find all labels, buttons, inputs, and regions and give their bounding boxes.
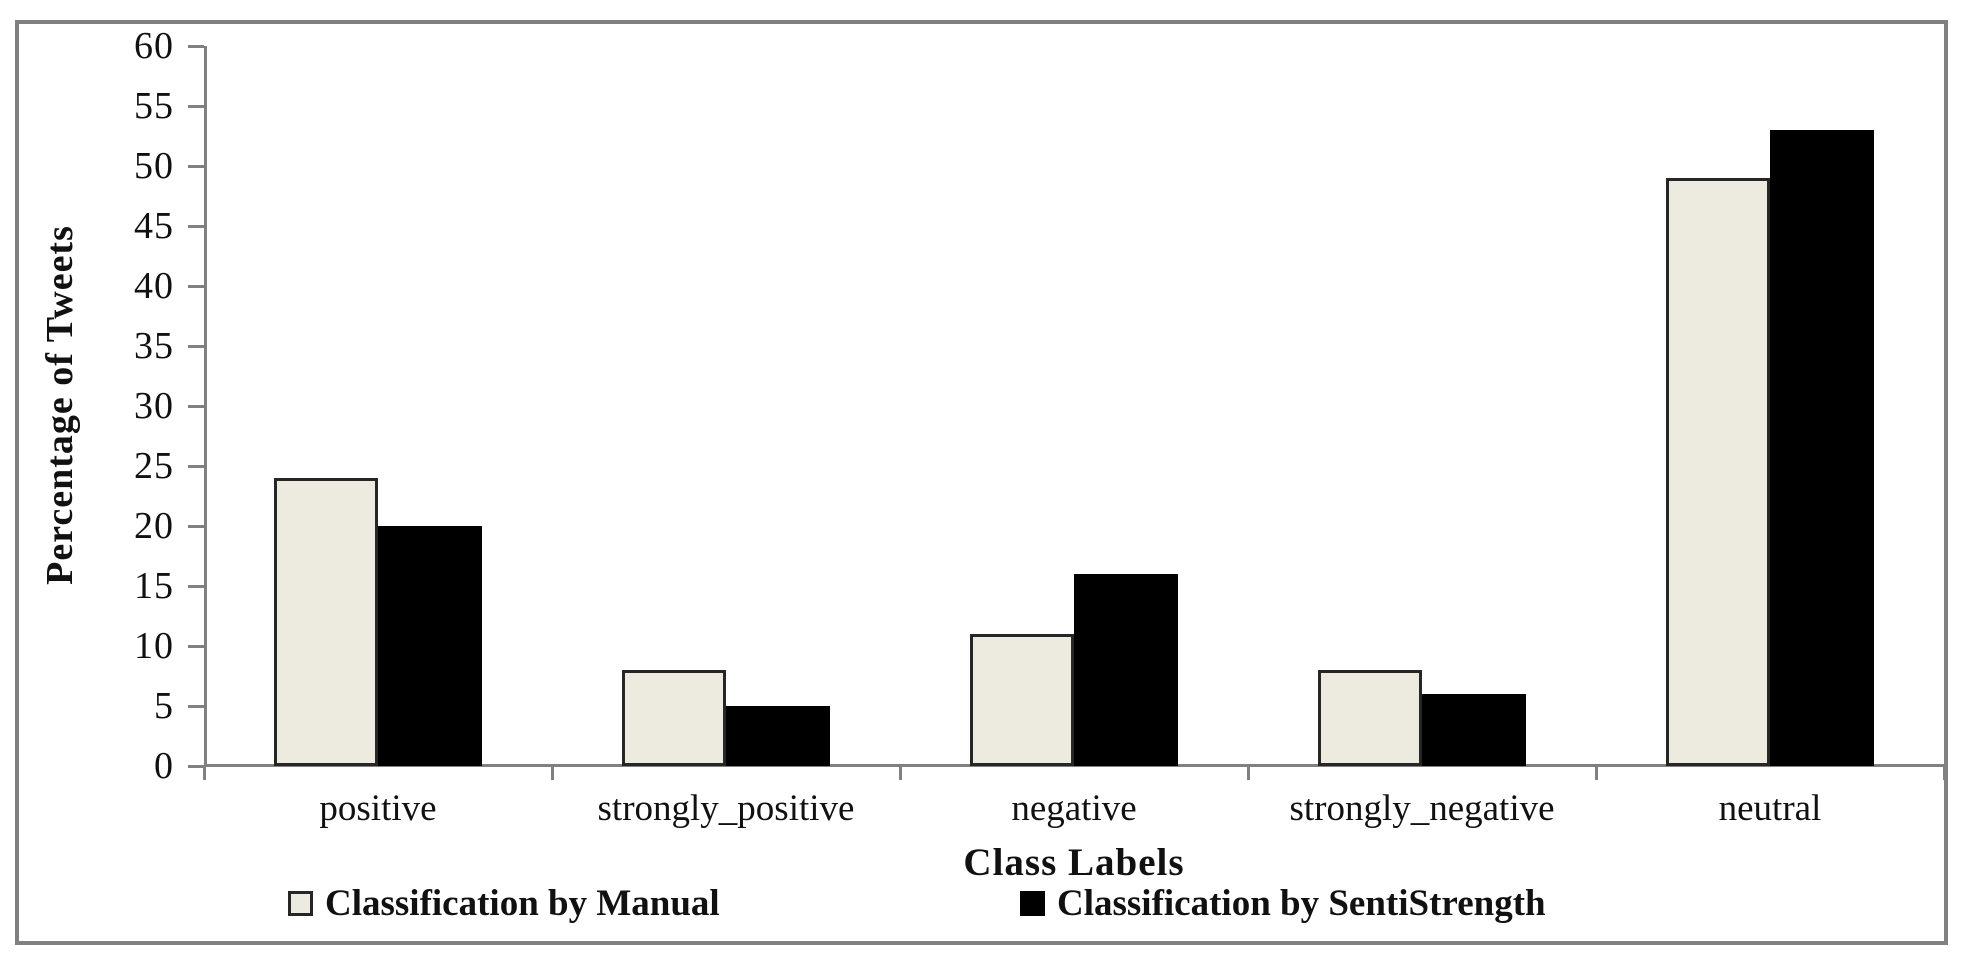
x-tick-mark	[1943, 767, 1946, 780]
y-tick-label: 25	[134, 445, 174, 487]
x-axis-title: Class Labels	[963, 841, 1185, 884]
y-tick-mark	[188, 465, 204, 468]
x-category-label-neutral: neutral	[1718, 788, 1822, 829]
x-category-label-positive: positive	[319, 788, 437, 829]
y-tick-mark	[188, 345, 204, 348]
y-tick-label: 55	[134, 85, 174, 127]
legend-item-sentistrength: Classification by SentiStrength	[1020, 878, 1546, 928]
y-tick-label: 60	[134, 25, 174, 67]
bar-sentistrength-neutral	[1770, 130, 1874, 766]
y-tick-label: 45	[134, 205, 174, 247]
y-tick-mark	[188, 225, 204, 228]
bar-manual-positive	[274, 478, 378, 766]
bar-sentistrength-strongly_negative	[1422, 694, 1526, 766]
y-tick-label: 50	[134, 145, 174, 187]
legend-swatch-manual-icon	[288, 890, 313, 916]
legend-item-manual: Classification by Manual	[288, 878, 720, 928]
bar-sentistrength-strongly_positive	[726, 706, 830, 766]
y-tick-label: 15	[134, 565, 174, 607]
legend: Classification by Manual Classification …	[0, 878, 1963, 928]
y-tick-label: 30	[134, 385, 174, 427]
y-tick-mark	[188, 405, 204, 408]
y-tick-mark	[188, 585, 204, 588]
bar-manual-strongly_negative	[1318, 670, 1422, 766]
y-tick-mark	[188, 645, 204, 648]
x-tick-mark	[203, 767, 206, 780]
legend-swatch-sentistrength-icon	[1020, 890, 1045, 916]
y-tick-label: 0	[154, 745, 174, 787]
legend-label-manual: Classification by Manual	[325, 882, 720, 924]
bar-sentistrength-positive	[378, 526, 482, 766]
y-tick-mark	[188, 765, 204, 768]
x-tick-mark	[551, 767, 554, 780]
x-category-label-strongly_positive: strongly_positive	[597, 788, 855, 829]
x-category-label-negative: negative	[1011, 788, 1137, 829]
y-tick-mark	[188, 105, 204, 108]
y-tick-label: 10	[134, 625, 174, 667]
y-axis-line	[204, 46, 207, 767]
legend-label-sentistrength: Classification by SentiStrength	[1057, 882, 1546, 924]
bar-manual-neutral	[1666, 178, 1770, 766]
y-tick-label: 5	[154, 685, 174, 727]
y-tick-mark	[188, 45, 204, 48]
y-tick-label: 35	[134, 325, 174, 367]
x-category-label-strongly_negative: strongly_negative	[1289, 788, 1555, 829]
y-tick-mark	[188, 525, 204, 528]
bar-sentistrength-negative	[1074, 574, 1178, 766]
bar-manual-strongly_positive	[622, 670, 726, 766]
y-tick-mark	[188, 285, 204, 288]
y-tick-mark	[188, 165, 204, 168]
bar-manual-negative	[970, 634, 1074, 766]
y-tick-mark	[188, 705, 204, 708]
y-tick-label: 40	[134, 265, 174, 307]
y-tick-label: 20	[134, 505, 174, 547]
x-tick-mark	[899, 767, 902, 780]
x-tick-mark	[1247, 767, 1250, 780]
x-tick-mark	[1595, 767, 1598, 780]
